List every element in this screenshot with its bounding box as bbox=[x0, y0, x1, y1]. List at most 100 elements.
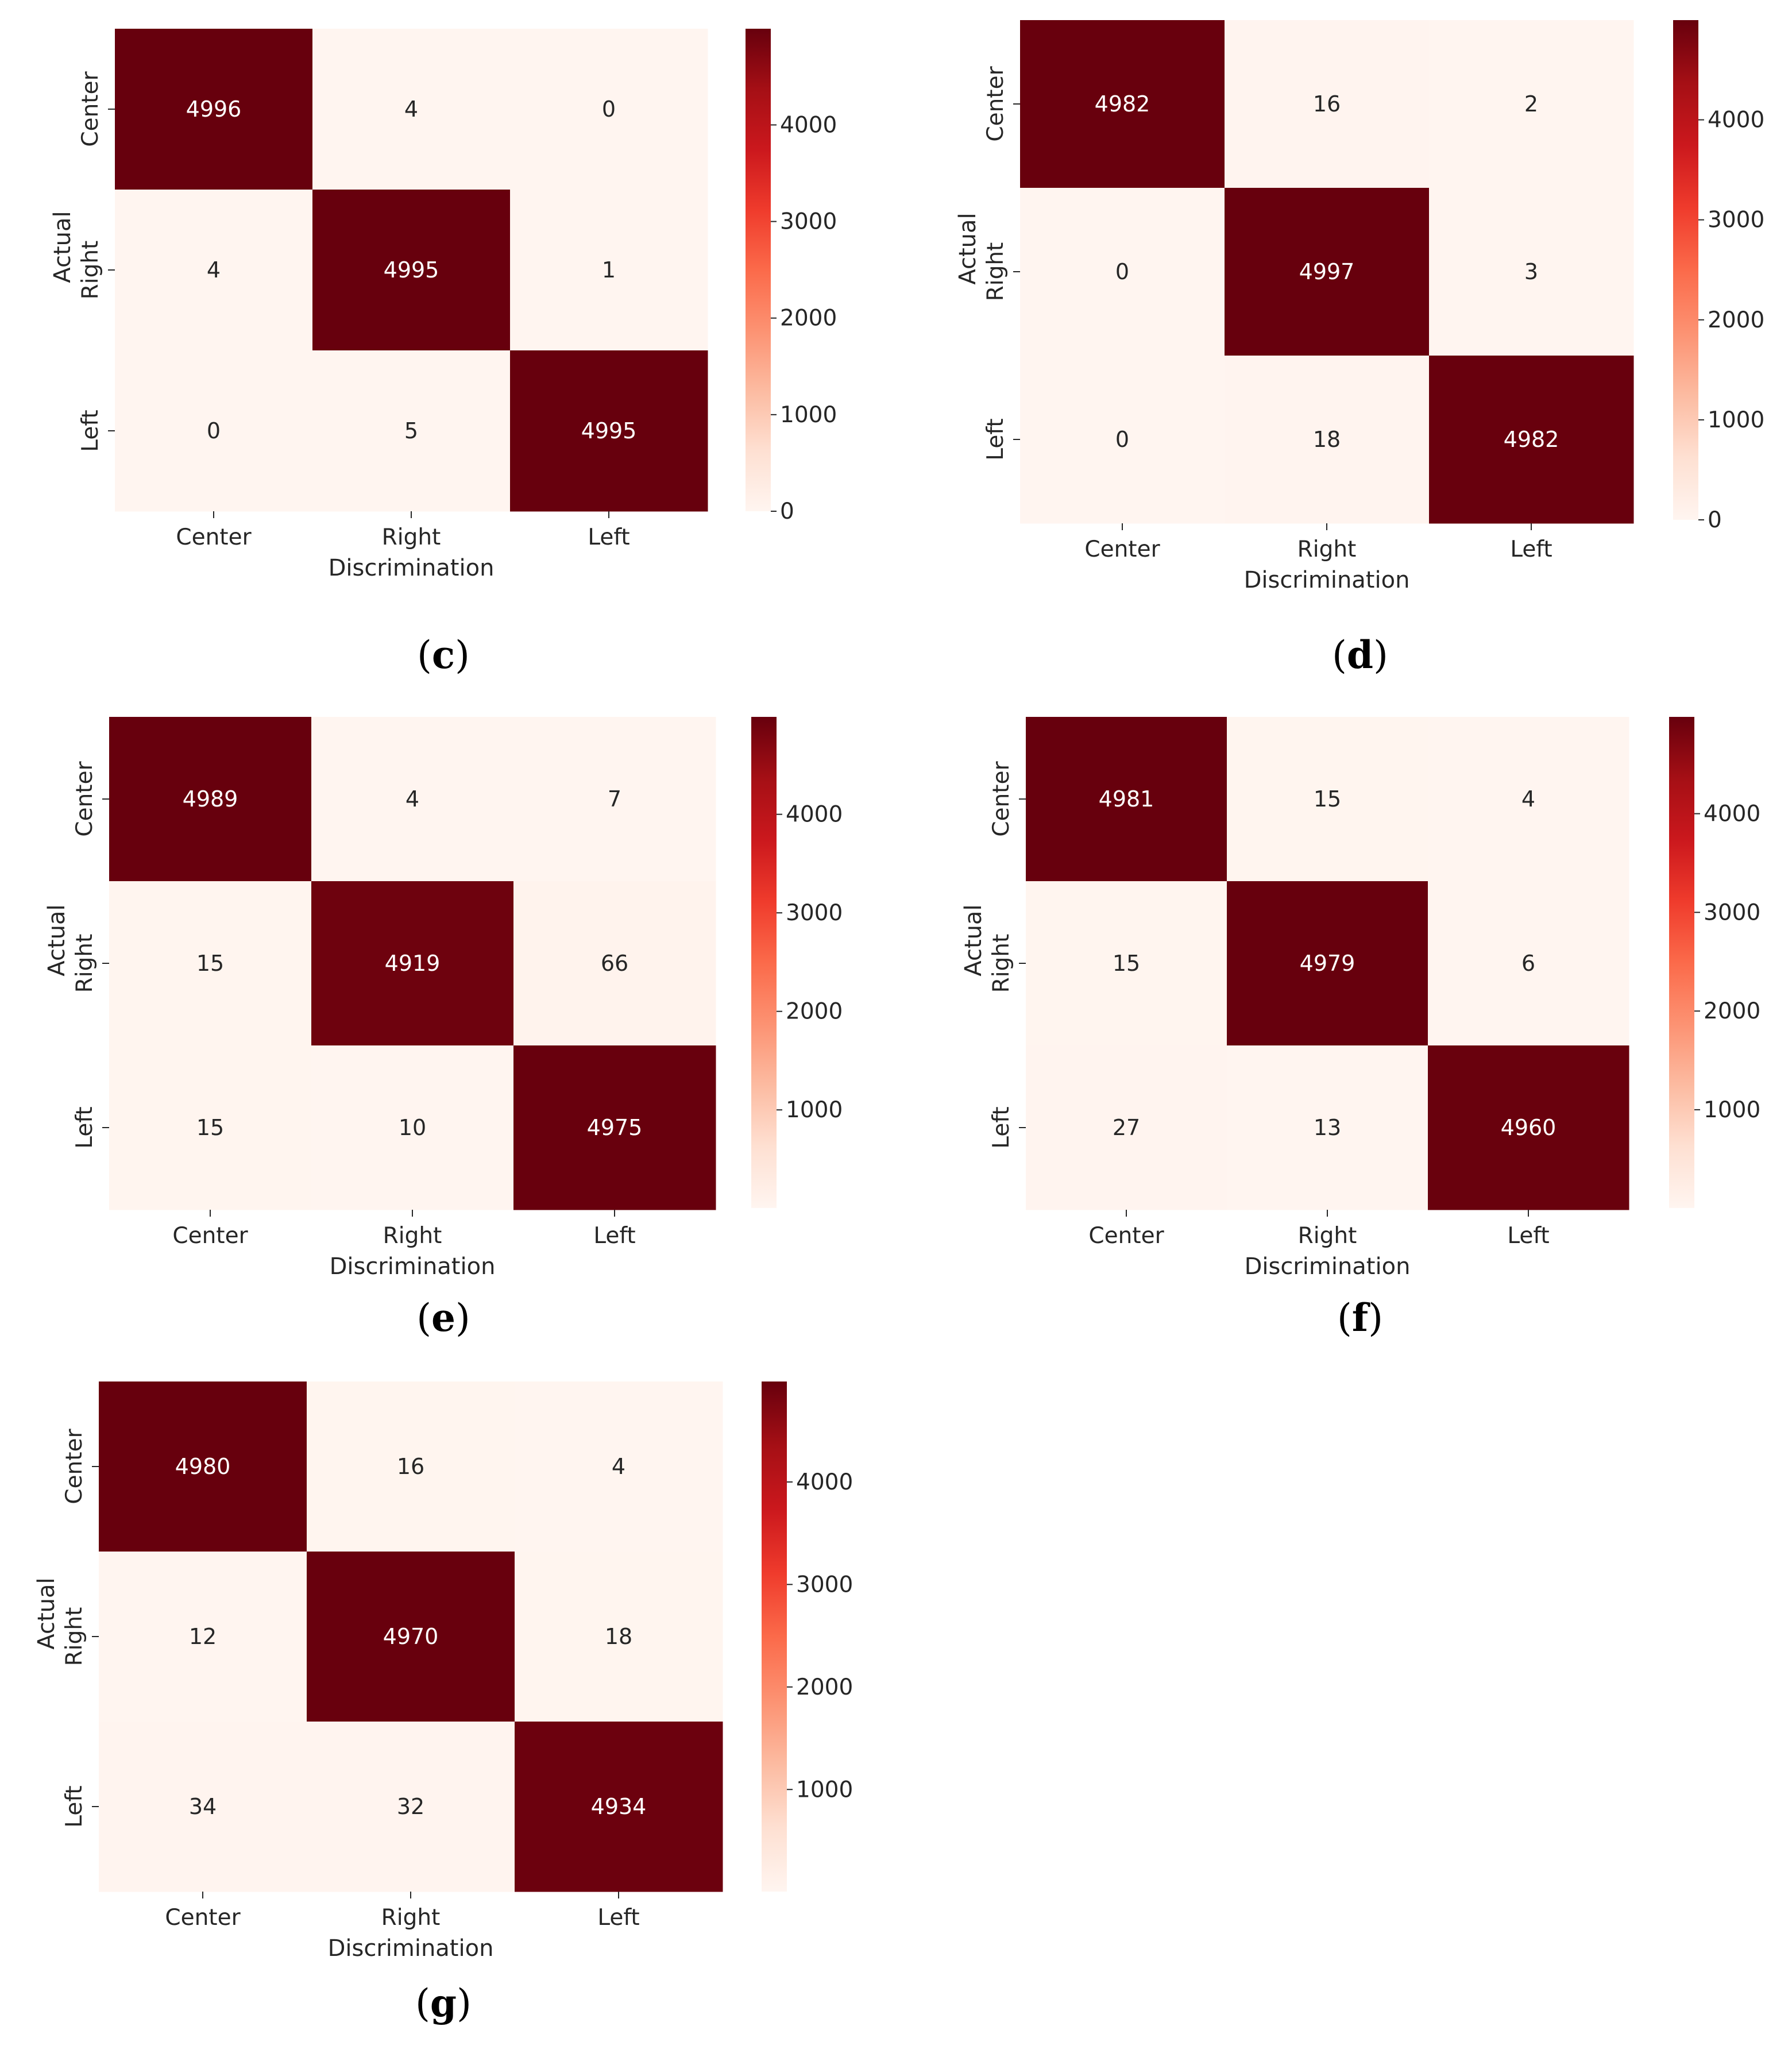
x-tick-label: Right bbox=[1297, 537, 1357, 562]
heatmap-cell bbox=[1225, 188, 1430, 356]
heatmap-cell bbox=[109, 1045, 312, 1210]
colorbar-tick-label: 2000 bbox=[1708, 307, 1764, 333]
heatmap-cell bbox=[99, 1722, 307, 1892]
heatmap-cell bbox=[115, 190, 313, 351]
cell-value-label: 5 bbox=[404, 418, 418, 443]
heatmap-cell bbox=[1020, 20, 1225, 188]
x-tick-label: Center bbox=[165, 1905, 241, 1931]
heatmap-cell bbox=[510, 350, 708, 512]
x-tick-label: Left bbox=[588, 524, 629, 550]
colorbar-tick-label: 2000 bbox=[796, 1674, 853, 1700]
cell-value-label: 15 bbox=[1113, 951, 1140, 976]
heatmap-cell bbox=[1429, 20, 1634, 188]
x-tick-label: Left bbox=[593, 1223, 635, 1249]
cell-value-label: 0 bbox=[1115, 259, 1129, 284]
colorbar-tick-label: 3000 bbox=[1708, 207, 1764, 233]
x-tick-label: Right bbox=[382, 524, 441, 550]
y-tick-label: Center bbox=[61, 1428, 87, 1504]
cell-value-label: 4 bbox=[404, 97, 418, 122]
colorbar-tick-label: 0 bbox=[780, 499, 794, 524]
cell-value-label: 2 bbox=[1524, 91, 1538, 117]
panel-label: (c) bbox=[417, 632, 470, 677]
colorbar-tick-label: 3000 bbox=[1704, 900, 1760, 925]
heatmap-cell bbox=[1026, 717, 1227, 882]
cell-value-label: 13 bbox=[1314, 1115, 1341, 1140]
cell-value-label: 4970 bbox=[383, 1624, 439, 1649]
panel-f: 4981 15 4 15 4979 6 27 13 4960 Center Right Left Dis… bbox=[960, 717, 1760, 1340]
x-axis-label: Discrimination bbox=[328, 1935, 494, 1962]
cell-value-label: 4 bbox=[612, 1454, 625, 1479]
cell-value-label: 15 bbox=[196, 1115, 224, 1140]
colorbar-tick-label: 0 bbox=[1708, 507, 1722, 533]
heatmap-cell bbox=[311, 717, 514, 882]
cell-value-label: 15 bbox=[1314, 786, 1341, 812]
colorbar-tick-label: 3000 bbox=[796, 1572, 853, 1597]
y-tick-label: Center bbox=[78, 71, 103, 146]
heatmap-cell bbox=[1227, 881, 1428, 1046]
heatmap-cell bbox=[307, 1381, 515, 1552]
cell-value-label: 16 bbox=[397, 1454, 424, 1479]
colorbar bbox=[762, 1381, 787, 1892]
heatmap-cell bbox=[307, 1722, 515, 1892]
cell-value-label: 4996 bbox=[186, 97, 242, 122]
cell-value-label: 66 bbox=[601, 951, 628, 976]
cell-value-label: 4975 bbox=[587, 1115, 643, 1140]
panel-label: (d) bbox=[1332, 632, 1388, 677]
colorbar-tick-label: 4000 bbox=[1708, 107, 1764, 133]
cell-value-label: 16 bbox=[1313, 91, 1341, 117]
cell-value-label: 4934 bbox=[591, 1794, 647, 1819]
cell-value-label: 12 bbox=[189, 1624, 217, 1649]
colorbar-tick-label: 1000 bbox=[796, 1777, 853, 1803]
x-axis-label: Discrimination bbox=[329, 555, 495, 581]
heatmap-cell bbox=[1225, 20, 1430, 188]
heatmap-cell bbox=[515, 1381, 723, 1552]
y-tick-label: Center bbox=[983, 65, 1009, 141]
colorbar-tick-label: 3000 bbox=[780, 209, 837, 235]
colorbar-tick-label: 1000 bbox=[1708, 407, 1764, 433]
heatmap-cell bbox=[109, 881, 312, 1046]
colorbar-tick-label: 4000 bbox=[1704, 801, 1760, 827]
y-axis-label: Actual bbox=[33, 1577, 60, 1649]
x-tick-label: Right bbox=[383, 1223, 442, 1249]
colorbar bbox=[751, 717, 777, 1208]
x-tick-label: Right bbox=[1298, 1223, 1357, 1249]
x-axis-label: Discrimination bbox=[330, 1253, 496, 1280]
colorbar-tick-label: 2000 bbox=[786, 999, 843, 1025]
y-tick-label: Right bbox=[983, 242, 1009, 302]
y-tick-label: Right bbox=[61, 1607, 87, 1666]
y-axis-label: Actual bbox=[955, 213, 981, 284]
cell-value-label: 4980 bbox=[175, 1454, 231, 1479]
cell-value-label: 0 bbox=[602, 97, 616, 122]
cell-value-label: 4 bbox=[207, 257, 221, 283]
heatmap-cell bbox=[311, 881, 514, 1046]
x-axis-label: Discrimination bbox=[1244, 567, 1410, 593]
heatmap-cell bbox=[311, 1045, 514, 1210]
x-tick-label: Center bbox=[176, 524, 252, 550]
panel-label: (f) bbox=[1337, 1295, 1383, 1340]
cell-value-label: 34 bbox=[189, 1794, 217, 1819]
colorbar-tick-label: 4000 bbox=[796, 1469, 853, 1495]
heatmap-cell bbox=[115, 29, 313, 190]
heatmap-cell bbox=[99, 1552, 307, 1722]
y-axis-label: Actual bbox=[49, 211, 76, 283]
cell-value-label: 4 bbox=[1521, 786, 1535, 812]
cell-value-label: 4919 bbox=[385, 951, 441, 976]
cell-value-label: 4997 bbox=[1299, 259, 1355, 284]
y-tick-label: Right bbox=[988, 934, 1014, 993]
heatmap-cell bbox=[513, 1045, 716, 1210]
x-axis-label: Discrimination bbox=[1245, 1253, 1411, 1280]
y-axis-label: Actual bbox=[960, 904, 987, 976]
y-tick-label: Left bbox=[78, 410, 103, 451]
heatmap-cell bbox=[510, 190, 708, 351]
heatmap-cell bbox=[1429, 188, 1634, 356]
cell-value-label: 4995 bbox=[384, 257, 439, 283]
panel-c: 4996 4 0 4 4995 1 0 5 4995 Center Right Left Discrim… bbox=[49, 29, 837, 677]
heatmap-cell bbox=[1227, 1045, 1428, 1210]
y-axis-label: Actual bbox=[44, 904, 70, 976]
heatmap-cell bbox=[312, 350, 511, 512]
heatmap-cell bbox=[1026, 881, 1227, 1046]
y-tick-label: Left bbox=[988, 1106, 1014, 1148]
heatmap-cell bbox=[1020, 188, 1225, 356]
heatmap-cell bbox=[1020, 356, 1225, 524]
